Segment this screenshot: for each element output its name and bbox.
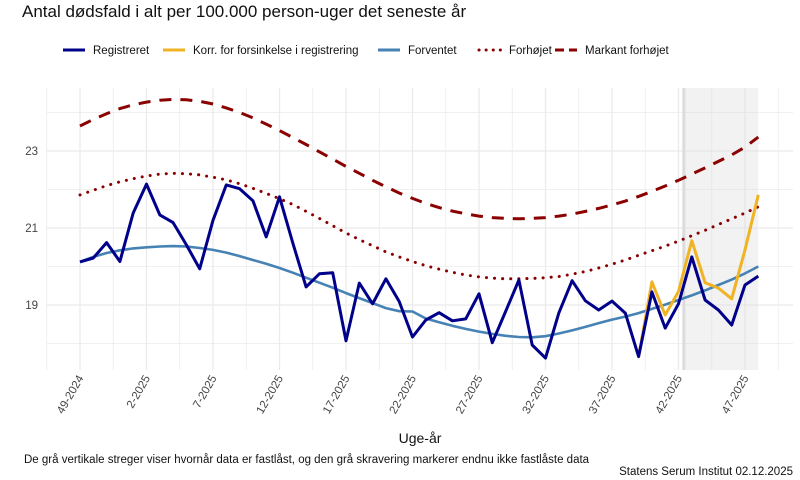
source: Statens Serum Institut 02.12.2025 [619,466,793,478]
x-tick-label: 37-2025 [587,374,619,417]
chart-title: Antal dødsfald i alt per 100.000 person-… [22,2,467,21]
x-tick-label: 47-2025 [720,374,752,417]
x-tick-label: 2-2025 [125,374,153,411]
legend-label: Registreret [93,45,150,57]
grid [46,88,793,370]
y-tick-label: 21 [25,223,38,235]
x-tick-label: 32-2025 [521,374,553,417]
x-tick-label: 12-2025 [255,374,287,417]
unlocked-shade [683,88,759,370]
x-tick-label: 42-2025 [654,374,686,417]
series-line-markant-forh-jet [79,97,760,221]
legend: Registreret Korr. for forsinkelse i regis… [63,45,670,57]
series-lines [78,97,760,360]
legend-label: Forventet [408,45,457,57]
series-line-registreret [79,182,760,360]
legend-label: Markant forhøjet [585,45,670,57]
x-tick-label: 49-2024 [55,373,87,416]
unlocked-region [682,88,759,370]
x-tick-label: 27-2025 [454,374,486,417]
footnote: De grå vertikale streger viser hvornår d… [24,454,590,466]
x-tick-label: 22-2025 [388,374,420,417]
y-axis: 19 21 23 [25,146,38,312]
legend-label: Forhøjet [509,45,553,57]
legend-label: Korr. for forsinkelse i registrering [193,45,359,57]
x-tick-label: 17-2025 [321,374,353,417]
x-tick-label: 7-2025 [191,374,219,411]
x-axis: 49-2024 2-2025 7-2025 12-2025 17-2025 22-2025… [55,373,752,416]
series-line-forh-jet [78,171,760,281]
series-line-korr-for-forsinkelse-i-registrering [637,194,760,357]
y-tick-label: 19 [25,300,38,312]
x-axis-label: Uge-år [399,430,442,446]
y-tick-label: 23 [25,146,38,158]
